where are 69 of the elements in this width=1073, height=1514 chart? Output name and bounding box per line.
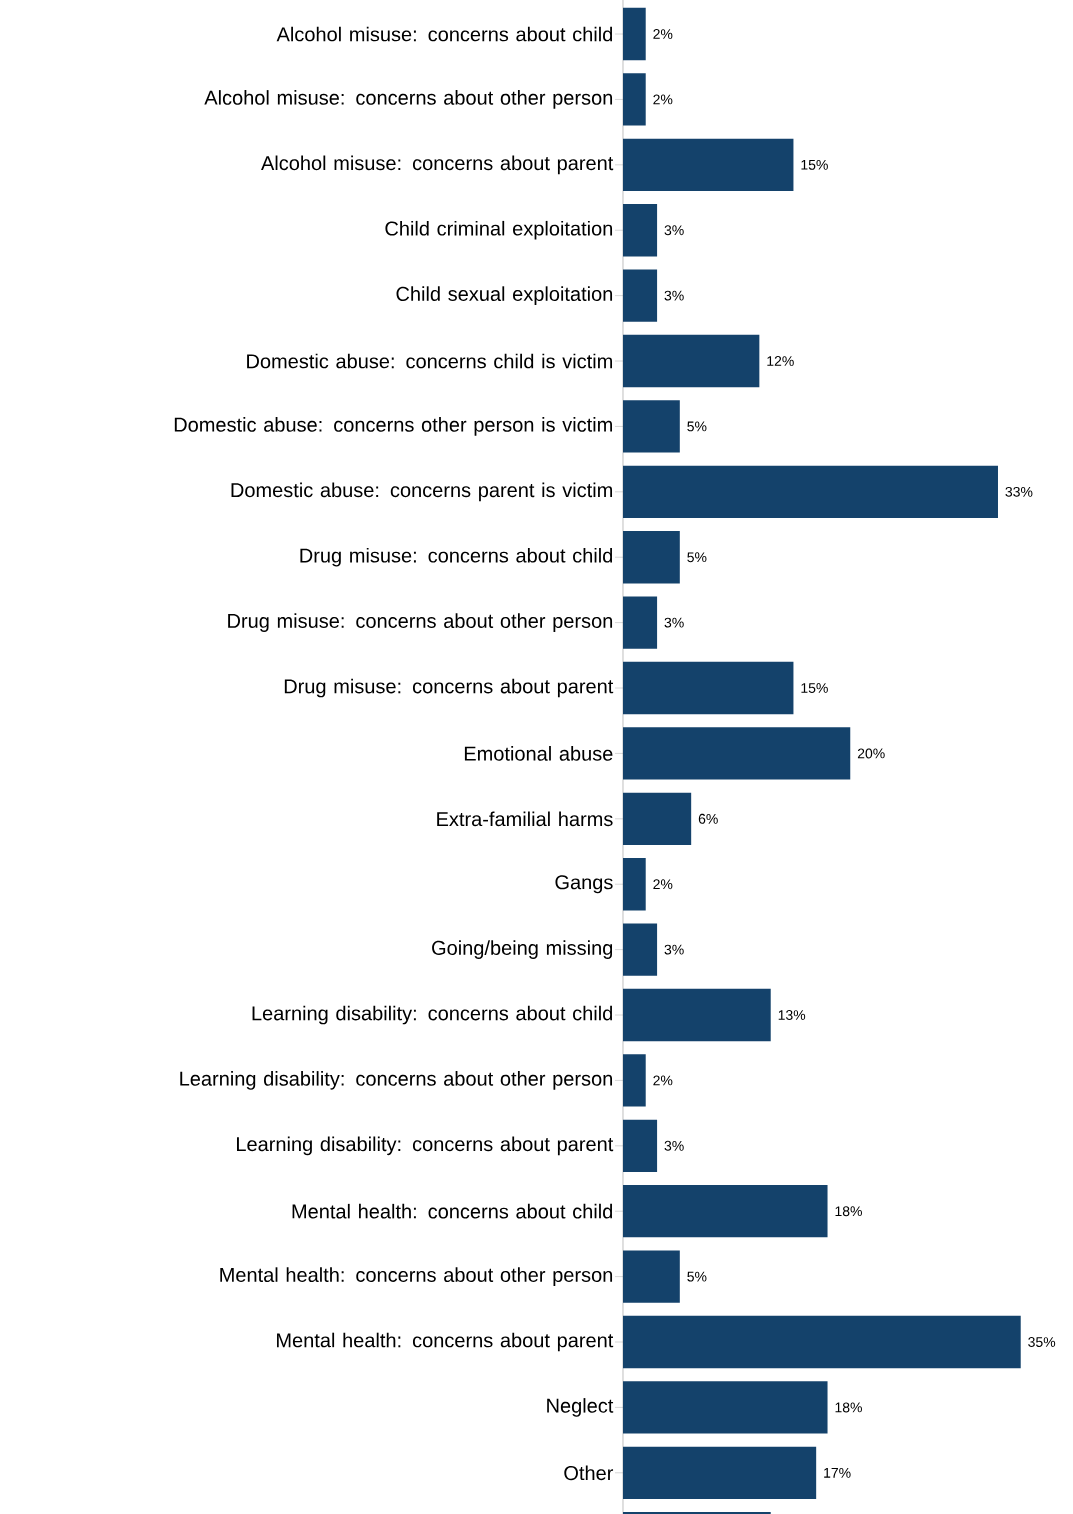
- data-label: 3%: [664, 944, 684, 955]
- y-tick-label: Emotional abuse: [464, 746, 613, 761]
- bar: [622, 1185, 828, 1238]
- bar: [622, 596, 658, 649]
- y-tick-label: Drug misuse: concerns about other person: [228, 613, 613, 632]
- bar: [622, 269, 658, 322]
- y-tick-label: Learning disability: concerns about child: [252, 1005, 613, 1025]
- data-label: 33%: [1005, 486, 1033, 497]
- y-tick-label: Mental health: concerns about child: [292, 1203, 613, 1219]
- data-label: 18%: [835, 1206, 862, 1217]
- bar: [622, 1446, 817, 1499]
- y-tick-label: Drug misuse: concerns about parent: [284, 678, 614, 698]
- data-label: 35%: [1028, 1337, 1056, 1347]
- data-label: 2%: [653, 1075, 673, 1086]
- data-label: 3%: [664, 225, 684, 236]
- y-tick-label: Alcohol misuse: concerns about other person: [204, 90, 613, 109]
- y-tick-label: Domestic abuse: concerns other person is victim: [174, 417, 612, 436]
- data-label: 5%: [687, 1271, 707, 1282]
- bar: [622, 727, 851, 780]
- data-label: 2%: [653, 29, 673, 39]
- bar: [622, 1250, 680, 1303]
- y-tick-label: Gangs: [555, 875, 613, 894]
- y-tick-label: Extra-familial harms: [437, 811, 613, 827]
- bar: [622, 465, 998, 518]
- y-tick-label: Mental health: concerns about other person: [220, 1267, 613, 1286]
- bar: [622, 334, 760, 388]
- data-label: 15%: [801, 683, 828, 693]
- bar: [622, 1054, 646, 1107]
- data-label: 17%: [824, 1467, 851, 1478]
- y-tick-label: Learning disability: concerns about other person: [180, 1071, 613, 1090]
- data-label: 15%: [801, 159, 828, 170]
- y-tick-label: Going/being missing: [432, 940, 613, 959]
- bar: [622, 1381, 828, 1434]
- bar: [622, 400, 680, 453]
- bar: [622, 923, 658, 976]
- y-tick-label: Child sexual exploitation: [396, 286, 613, 305]
- data-label: 18%: [835, 1402, 862, 1413]
- y-tick-label: Mental health: concerns about parent: [277, 1332, 614, 1352]
- data-label: 3%: [664, 290, 684, 301]
- y-tick-label: Alcohol misuse: concerns about parent: [261, 155, 614, 175]
- y-tick-label: Domestic abuse: concerns child is victim: [247, 353, 612, 369]
- bar: [622, 73, 646, 126]
- data-label: 3%: [664, 617, 684, 628]
- y-tick-label: Learning disability: concerns about parent: [237, 1136, 614, 1156]
- y-tick-label: Alcohol misuse: concerns about child: [276, 26, 613, 42]
- bar: [622, 792, 692, 845]
- y-tick-label: Other: [564, 1465, 614, 1481]
- bar: [622, 988, 771, 1042]
- data-label: 5%: [687, 421, 707, 432]
- data-label: 3%: [664, 1140, 684, 1151]
- bar: [622, 1119, 658, 1172]
- bar: [622, 204, 658, 257]
- data-label: 12%: [767, 356, 794, 366]
- bar: [622, 531, 680, 584]
- bar: [622, 1315, 1021, 1369]
- bar: [622, 7, 646, 61]
- data-label: 13%: [778, 1010, 806, 1020]
- data-label: 2%: [653, 94, 673, 105]
- bar: [622, 858, 646, 911]
- y-tick-label: Neglect: [547, 1398, 614, 1417]
- y-tick-label: Drug misuse: concerns about child: [300, 547, 613, 567]
- data-label: 6%: [698, 813, 718, 824]
- bar: [622, 138, 794, 191]
- data-label: 20%: [857, 748, 885, 759]
- data-label: 2%: [653, 879, 673, 890]
- bar: [622, 661, 794, 715]
- y-tick-label: Child criminal exploitation: [385, 220, 613, 240]
- y-tick-label: Domestic abuse: concerns parent is victim: [231, 482, 612, 502]
- data-label: 5%: [687, 552, 707, 563]
